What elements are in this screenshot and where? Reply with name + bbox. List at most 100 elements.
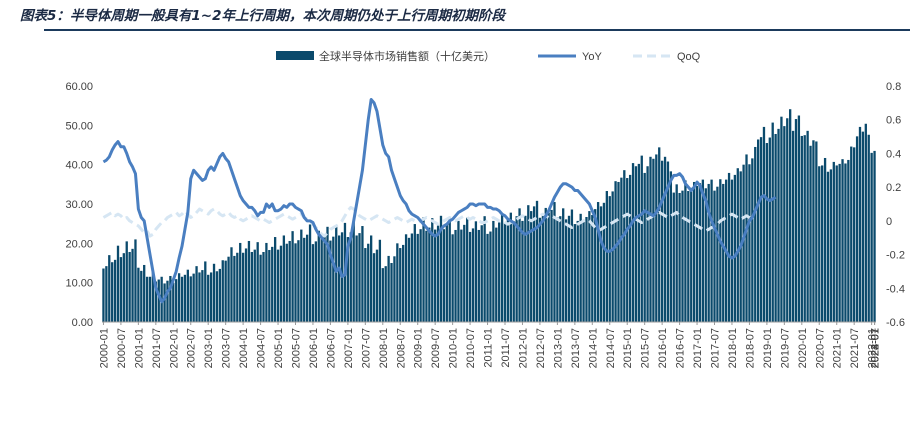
sales-bar bbox=[468, 231, 472, 322]
sales-bar bbox=[498, 222, 501, 322]
sales-bar bbox=[105, 266, 108, 322]
sales-bar bbox=[410, 233, 414, 322]
sales-bar bbox=[451, 234, 454, 322]
sales-bar bbox=[317, 230, 320, 322]
sales-bar bbox=[166, 280, 169, 322]
sales-bar bbox=[116, 245, 120, 322]
sales-bar bbox=[113, 259, 117, 322]
sales-bar bbox=[163, 283, 166, 322]
sales-bar bbox=[858, 126, 862, 322]
sales-bar bbox=[143, 264, 146, 322]
sales-bar bbox=[262, 251, 265, 322]
left-axis-tick-label: 40.00 bbox=[65, 160, 93, 172]
sales-bar bbox=[466, 217, 469, 322]
x-axis-tick-label: 2013-01 bbox=[552, 328, 564, 368]
sales-bar bbox=[372, 253, 376, 322]
x-axis-tick-label: 2011-01 bbox=[483, 328, 495, 368]
sales-bar bbox=[239, 242, 242, 322]
x-axis-tick-label: 2006-07 bbox=[325, 328, 337, 368]
sales-bar bbox=[154, 281, 157, 322]
sales-bar bbox=[870, 152, 873, 322]
x-axis-tick-label: 2004-07 bbox=[256, 328, 268, 368]
x-axis-tick-label: 2014-07 bbox=[605, 328, 617, 368]
sales-bar bbox=[596, 202, 600, 322]
sales-bar bbox=[399, 248, 402, 322]
sales-bar bbox=[285, 243, 288, 322]
sales-bar bbox=[355, 235, 358, 322]
sales-bar bbox=[713, 190, 716, 322]
sales-bar bbox=[588, 211, 591, 322]
sales-bar bbox=[294, 243, 297, 322]
sales-bar bbox=[102, 268, 105, 322]
sales-bar bbox=[177, 273, 181, 322]
x-axis-tick-label: 2005-01 bbox=[273, 328, 285, 368]
sales-bar bbox=[253, 249, 256, 322]
sales-bar bbox=[678, 192, 681, 322]
sales-bar bbox=[140, 270, 143, 322]
sales-bar bbox=[175, 279, 178, 322]
x-axis-tick-label: 2019-07 bbox=[779, 328, 791, 368]
right-axis-tick-label: 0.4 bbox=[886, 148, 901, 160]
sales-bar bbox=[271, 246, 274, 322]
left-axis-tick-label: 10.00 bbox=[65, 278, 93, 290]
page-title: 图表5：半导体周期一般具有1~2年上行周期，本次周期仍处于上行周期初期阶段 bbox=[20, 8, 505, 24]
sales-bar bbox=[227, 256, 230, 322]
sales-bar bbox=[439, 215, 443, 322]
right-axis-tick-label: 0.8 bbox=[886, 81, 901, 93]
sales-bar bbox=[634, 166, 638, 322]
sales-bar bbox=[108, 255, 111, 322]
x-axis-tick-label: 2021-07 bbox=[849, 328, 861, 368]
right-axis-tick-label: 0.2 bbox=[886, 182, 901, 194]
legend-swatch-sales bbox=[276, 51, 314, 60]
sales-bar bbox=[201, 270, 204, 322]
sales-bar bbox=[375, 249, 379, 322]
sales-bar bbox=[800, 135, 803, 322]
sales-bar bbox=[608, 196, 611, 322]
sales-bar bbox=[675, 184, 678, 322]
x-axis-tick-label: 2010-07 bbox=[465, 328, 477, 368]
sales-bar bbox=[757, 139, 760, 322]
sales-bar bbox=[666, 161, 670, 322]
sales-bar bbox=[655, 154, 658, 322]
sales-bar bbox=[652, 158, 655, 322]
sales-bar bbox=[815, 141, 818, 322]
sales-bar bbox=[556, 217, 559, 322]
sales-bar bbox=[812, 140, 815, 322]
sales-bar bbox=[774, 133, 777, 322]
sales-bar bbox=[841, 159, 844, 322]
right-axis-tick-label: -0.2 bbox=[886, 250, 905, 262]
sales-bar bbox=[780, 116, 783, 323]
sales-bar bbox=[361, 226, 364, 322]
sales-bar bbox=[221, 260, 224, 322]
sales-bar bbox=[422, 217, 425, 322]
sales-bar bbox=[364, 248, 367, 322]
sales-bar bbox=[742, 164, 745, 322]
sales-bar bbox=[754, 146, 757, 322]
sales-bar bbox=[710, 179, 713, 322]
sales-bar bbox=[192, 273, 195, 322]
sales-bar bbox=[823, 157, 827, 322]
sales-bar bbox=[658, 147, 661, 322]
sales-bar bbox=[323, 235, 326, 322]
sales-bar bbox=[803, 135, 806, 322]
sales-bar bbox=[486, 233, 489, 322]
sales-bar bbox=[157, 279, 160, 322]
sales-bar bbox=[701, 179, 705, 322]
sales-bar bbox=[460, 229, 463, 322]
sales-bar bbox=[492, 220, 495, 322]
x-axis-tick-label: 2003-01 bbox=[203, 328, 215, 368]
sales-bar bbox=[387, 255, 390, 322]
sales-bar bbox=[431, 218, 434, 322]
sales-bar bbox=[695, 185, 699, 322]
sales-bar bbox=[332, 236, 335, 322]
sales-bar bbox=[119, 257, 123, 322]
x-axis-tick-label: 2012-07 bbox=[535, 328, 547, 368]
sales-bar bbox=[474, 221, 478, 322]
sales-bar bbox=[512, 221, 515, 322]
sales-bar bbox=[297, 240, 300, 322]
sales-bar bbox=[489, 231, 492, 322]
sales-bar bbox=[821, 165, 824, 322]
sales-bar bbox=[669, 171, 673, 322]
sales-bar bbox=[789, 109, 792, 323]
sales-bar bbox=[736, 168, 739, 322]
